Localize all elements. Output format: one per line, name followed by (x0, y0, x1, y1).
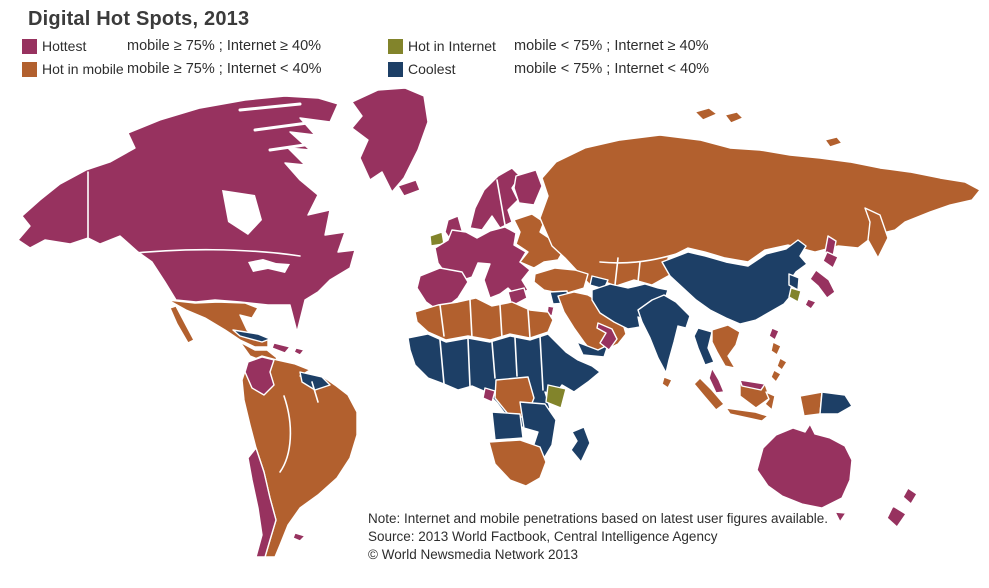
region-sulawesi (764, 391, 776, 411)
region-cuba (232, 329, 271, 343)
region-malay-peninsula (708, 367, 725, 394)
region-iceland (397, 179, 421, 197)
region-north-africa (414, 297, 554, 341)
border-south-america-1 (279, 395, 292, 473)
region-sumatra (693, 377, 725, 411)
border-russia-kazakh (599, 249, 691, 264)
region-india (637, 294, 691, 374)
region-angola (491, 411, 524, 441)
border-us-canada (126, 248, 301, 257)
region-oman (596, 322, 618, 351)
region-madagascar (570, 426, 591, 463)
border-south-america-2 (311, 381, 319, 403)
legend-label: Coolest (408, 61, 456, 77)
region-iberia (416, 267, 469, 313)
region-philippines-3 (770, 369, 782, 383)
legend-label: Hottest (42, 38, 87, 54)
country-borders (87, 102, 691, 473)
region-arctic-island-2 (724, 111, 744, 124)
region-chile (247, 447, 277, 558)
region-japan-honshu (809, 269, 836, 299)
copyright-line: © World Newsmedia Network 2013 (368, 547, 579, 562)
page-title: Digital Hot Spots, 2013 (28, 8, 250, 30)
region-japan-hokkaido (822, 251, 839, 269)
legend-item-hot-in-internet: Hot in Internet mobile < 75% ; Internet … (388, 38, 709, 54)
region-colombia (244, 356, 275, 396)
region-russia (539, 134, 981, 287)
legend-label: Hot in Internet (408, 38, 496, 54)
footnotes: Note: Internet and mobile penetrations b… (368, 510, 828, 564)
region-new-zealand-north (902, 487, 918, 505)
legend-swatch-coolest (388, 61, 403, 77)
region-philippines-1 (770, 341, 782, 356)
note-line: Note: Internet and mobile penetrations b… (368, 511, 829, 526)
region-north-america (17, 95, 356, 333)
border-arctic-channel-2 (253, 120, 317, 132)
border-arctic-channel-3 (268, 140, 327, 152)
border-kazakh-2 (637, 261, 641, 283)
region-arctic-island-3 (824, 136, 843, 148)
border-north-africa-1 (439, 304, 445, 337)
border-sahel-3 (491, 341, 496, 379)
region-falklands (292, 532, 306, 542)
border-north-africa-2 (469, 299, 473, 339)
great-lakes (248, 259, 290, 273)
region-finland (513, 169, 543, 206)
region-australia (756, 423, 853, 509)
region-tasmania (834, 511, 847, 523)
region-west-new-guinea (799, 391, 823, 417)
legend-criteria: mobile < 75% ; Internet ≥ 40% (514, 38, 709, 54)
region-south-korea (788, 287, 802, 303)
hudson-bay (222, 190, 262, 235)
legend-item-coolest: Coolest mobile < 75% ; Internet < 40% (388, 61, 709, 77)
region-scandinavia (469, 167, 521, 231)
border-sahel-5 (539, 335, 544, 391)
region-philippines-2 (776, 357, 788, 371)
region-turkey (533, 267, 589, 295)
region-yemen (576, 341, 609, 358)
region-indochina (711, 324, 741, 369)
region-puerto-rico (293, 347, 305, 356)
border-north-africa-3 (499, 304, 503, 339)
legend-item-hottest: Hottest mobile ≥ 75% ; Internet ≥ 40% (22, 38, 321, 54)
border-scandinavia (496, 179, 506, 226)
region-borneo-malaysia (739, 379, 766, 391)
region-taiwan (768, 327, 780, 341)
source-line: Source: 2013 World Factbook, Central Int… (368, 529, 718, 544)
region-arctic-island-1 (694, 107, 718, 121)
region-hispaniola (271, 342, 291, 354)
region-baja-california (169, 305, 195, 344)
region-guyanas (299, 371, 331, 391)
region-papua-new-guinea (819, 391, 853, 415)
border-arctic-channel-1 (238, 102, 302, 112)
region-japan-kyushu (804, 298, 817, 310)
legend-criteria: mobile < 75% ; Internet < 40% (514, 61, 710, 77)
region-myanmar (693, 327, 715, 366)
legend-item-hot-in-mobile: Hot in mobile mobile ≥ 75% ; Internet < … (22, 61, 322, 77)
border-sahel-4 (514, 337, 518, 377)
region-greece (507, 287, 528, 307)
legend-swatch-hottest (22, 38, 37, 54)
legend-criteria: mobile ≥ 75% ; Internet < 40% (127, 61, 322, 77)
region-kenya (545, 384, 567, 409)
region-greenland (351, 87, 429, 193)
border-sahel-1 (439, 339, 445, 385)
region-sri-lanka (661, 376, 673, 389)
legend-swatch-hot-in-internet (388, 38, 403, 54)
region-southern-africa (488, 439, 547, 487)
border-sahel-2 (467, 338, 471, 388)
inland-water (222, 190, 290, 273)
legend-criteria: mobile ≥ 75% ; Internet ≥ 40% (127, 38, 322, 54)
legend-label: Hot in mobile (42, 61, 124, 77)
border-north-africa-4 (527, 309, 531, 339)
region-kamchatka (864, 207, 889, 259)
region-gabon (482, 387, 496, 403)
region-java (725, 407, 769, 422)
legend-swatch-hot-in-mobile (22, 61, 37, 77)
region-new-zealand-south (886, 505, 907, 528)
